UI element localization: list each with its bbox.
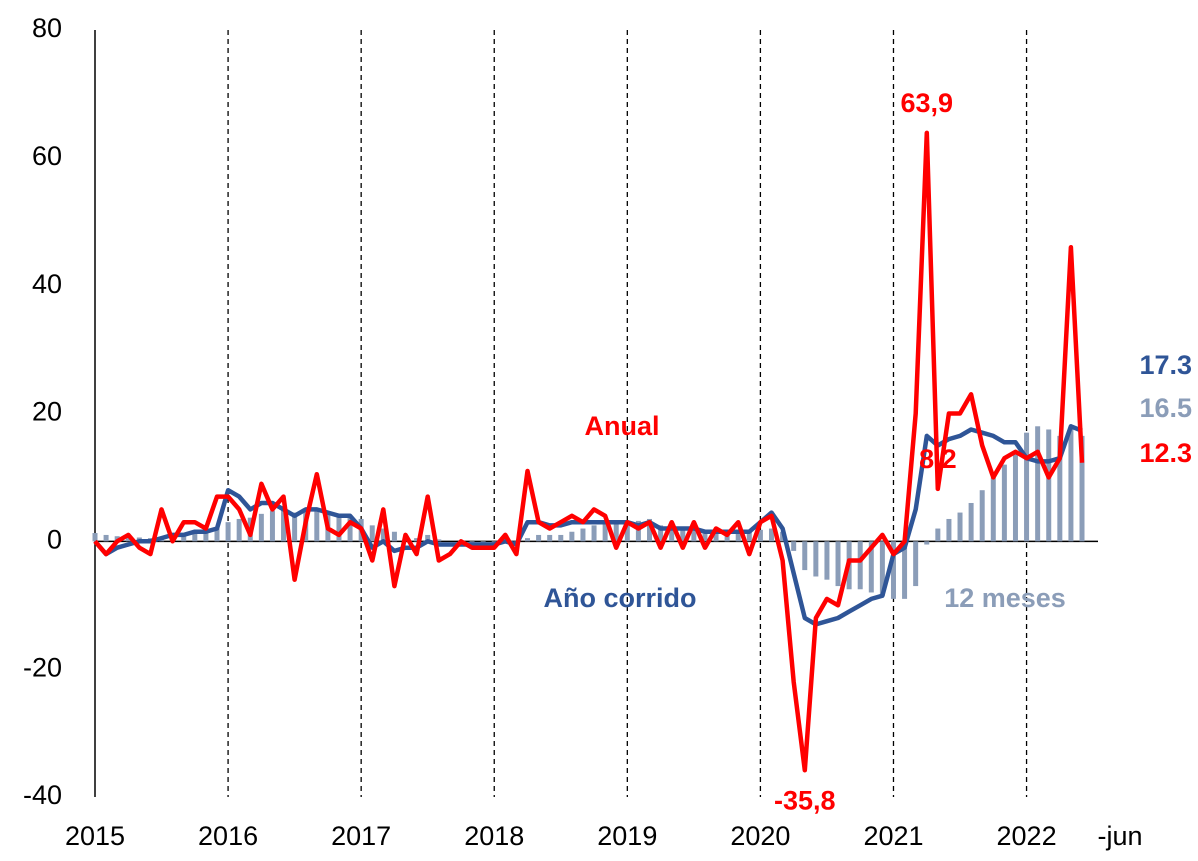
bar xyxy=(802,541,808,571)
bar xyxy=(181,534,187,542)
bar xyxy=(269,510,275,542)
bar xyxy=(924,541,930,545)
bar xyxy=(791,541,797,551)
bar xyxy=(1001,464,1007,542)
bar xyxy=(979,490,985,542)
bar xyxy=(680,527,686,542)
x-tick-label: 2021 xyxy=(863,821,923,851)
data-label: 16.5 xyxy=(1139,393,1192,423)
y-tick-label: 0 xyxy=(47,524,62,554)
bar xyxy=(935,528,941,542)
bar xyxy=(336,513,342,542)
bar xyxy=(757,529,763,542)
bar xyxy=(913,541,919,587)
x-tick-label: 2018 xyxy=(464,821,524,851)
bar xyxy=(624,520,630,542)
bar xyxy=(103,534,109,542)
line xyxy=(93,130,1085,773)
bar xyxy=(890,541,896,599)
bar xyxy=(669,525,675,542)
bar xyxy=(1024,432,1030,542)
line xyxy=(93,424,1083,627)
bar xyxy=(746,531,752,542)
series-label: Anual xyxy=(584,411,659,441)
bar xyxy=(391,531,397,542)
x-tick-label: 2017 xyxy=(331,821,391,851)
bar xyxy=(369,525,375,542)
y-tick-label: 20 xyxy=(32,397,62,427)
bar xyxy=(990,477,996,542)
bar xyxy=(768,528,774,542)
bar xyxy=(1057,435,1063,542)
bar xyxy=(547,534,553,542)
x-tick-label: -jun xyxy=(1097,821,1142,851)
bar xyxy=(380,528,386,542)
bar xyxy=(236,518,242,542)
x-tick-label: 2015 xyxy=(65,821,125,851)
y-tick-label: 40 xyxy=(32,269,62,299)
bar xyxy=(425,534,431,542)
bar xyxy=(258,513,264,542)
x-tick-label: 2016 xyxy=(198,821,258,851)
bar xyxy=(702,529,708,542)
bar xyxy=(957,512,963,542)
bar xyxy=(92,533,98,542)
bar xyxy=(613,522,619,542)
y-tick-label: 80 xyxy=(32,13,62,43)
bar xyxy=(658,525,664,542)
bar xyxy=(691,528,697,542)
data-label: 12.3 xyxy=(1139,438,1192,468)
bar xyxy=(203,531,209,542)
data-label: 63,9 xyxy=(900,88,953,118)
data-label: 17.3 xyxy=(1139,350,1192,380)
bar xyxy=(1012,451,1018,542)
bar xyxy=(591,525,597,542)
bar xyxy=(214,528,220,542)
bar xyxy=(902,541,908,599)
bar xyxy=(580,528,586,542)
bar xyxy=(525,538,531,542)
series-label: 12 meses xyxy=(944,583,1066,613)
bar xyxy=(281,509,287,542)
bar xyxy=(558,534,564,542)
x-tick-label: 2022 xyxy=(997,821,1057,851)
bar xyxy=(647,518,652,542)
bar xyxy=(824,541,830,580)
bar xyxy=(314,510,320,542)
bar xyxy=(347,515,353,542)
bar xyxy=(602,522,608,542)
bar xyxy=(868,541,874,593)
y-tick-label: -40 xyxy=(23,780,62,810)
bar xyxy=(192,533,198,542)
y-tick-label: -20 xyxy=(23,652,62,682)
bar xyxy=(835,541,841,587)
bar xyxy=(125,536,131,542)
bar xyxy=(735,531,741,542)
bar xyxy=(1046,429,1052,542)
y-tick-label: 60 xyxy=(32,141,62,171)
bar xyxy=(857,541,863,590)
bar xyxy=(1035,426,1041,542)
series-label: Año corrido xyxy=(544,583,697,613)
bar xyxy=(635,520,641,542)
bar xyxy=(1079,435,1085,542)
bar xyxy=(879,541,885,596)
x-tick-label: 2020 xyxy=(730,821,790,851)
bar xyxy=(569,531,575,542)
bar xyxy=(292,512,298,542)
bar xyxy=(713,530,719,542)
bar xyxy=(813,541,819,577)
bar xyxy=(225,522,231,542)
bar xyxy=(536,534,542,542)
bar xyxy=(968,502,974,542)
bar xyxy=(436,539,442,542)
x-tick-label: 2019 xyxy=(597,821,657,851)
bar xyxy=(1068,429,1074,542)
data-label: 8,2 xyxy=(919,444,957,474)
bar xyxy=(946,518,952,542)
data-label: -35,8 xyxy=(774,785,836,815)
bar xyxy=(414,538,420,542)
